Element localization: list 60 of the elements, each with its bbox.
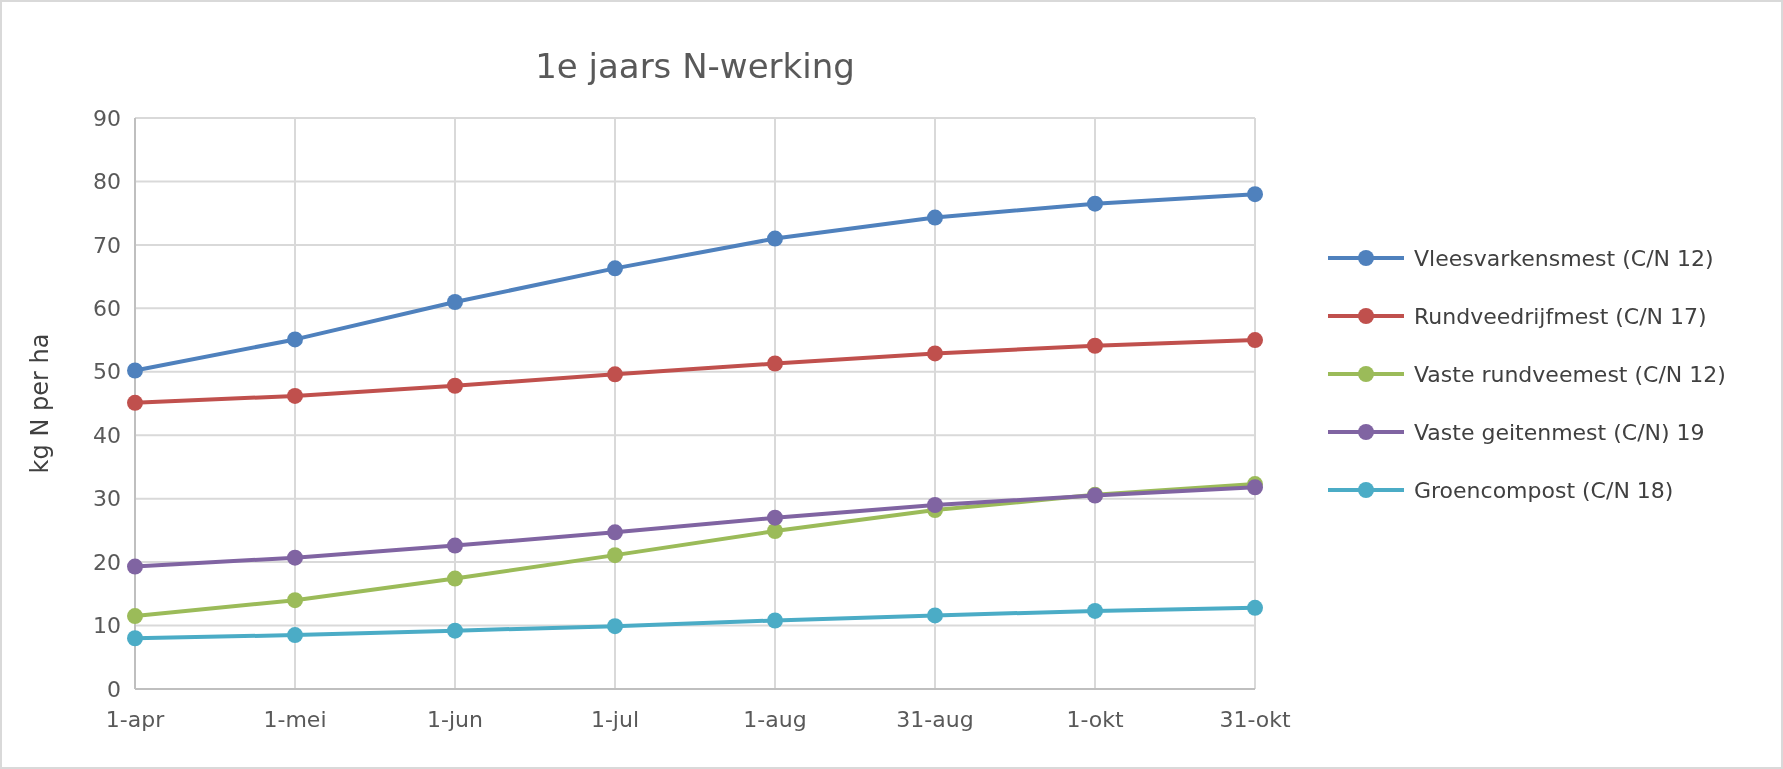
x-tick-label: 1-okt	[1066, 707, 1124, 732]
point	[127, 558, 143, 575]
point	[1087, 195, 1103, 212]
y-axis-title: kg N per ha	[26, 333, 54, 474]
point	[127, 362, 143, 379]
point	[447, 570, 463, 587]
point	[287, 331, 303, 348]
legend-label: Vaste geitenmest (C/N) 19	[1414, 419, 1705, 445]
point	[607, 524, 623, 541]
point	[447, 377, 463, 394]
y-tick-label: 60	[93, 296, 121, 322]
x-tick-label: 1-jul	[590, 707, 640, 732]
x-tick-label: 1-mei	[263, 707, 327, 732]
legend-label: Vaste rundveemest (C/N 12)	[1414, 361, 1726, 387]
y-tick-label: 50	[93, 359, 121, 385]
y-tick-label: 0	[107, 676, 121, 702]
point	[607, 547, 623, 564]
point	[927, 345, 943, 362]
point	[767, 612, 783, 629]
x-tick-label: 31-okt	[1219, 707, 1291, 732]
point	[447, 537, 463, 554]
point	[607, 260, 623, 277]
point	[767, 509, 783, 526]
x-tick-label: 1-apr	[105, 707, 166, 732]
x-tick-label: 1-aug	[743, 707, 807, 732]
chart-title: 1e jaars N-werking	[535, 46, 855, 86]
y-tick-label: 30	[93, 486, 121, 512]
point	[287, 592, 303, 609]
point	[1087, 602, 1103, 619]
point	[607, 618, 623, 635]
x-tick-label: 1-jun	[427, 707, 483, 732]
point	[127, 630, 143, 647]
legend-label: Rundveedrijfmest (C/N 17)	[1414, 303, 1707, 329]
legend-label: Groencompost (C/N 18)	[1414, 477, 1674, 503]
point	[767, 355, 783, 372]
y-tick-label: 70	[93, 232, 121, 258]
y-tick-label: 90	[93, 105, 121, 131]
point	[927, 607, 943, 624]
y-tick-label: 80	[93, 169, 121, 195]
point	[927, 497, 943, 514]
point	[287, 387, 303, 404]
point	[1247, 599, 1263, 616]
point	[1247, 186, 1263, 203]
legend-label: Vleesvarkensmest (C/N 12)	[1414, 245, 1714, 271]
point	[127, 394, 143, 411]
point	[767, 230, 783, 247]
point	[767, 523, 783, 540]
point	[1247, 332, 1263, 349]
x-tick-label: 31-aug	[896, 707, 974, 732]
point	[127, 608, 143, 625]
point	[287, 549, 303, 566]
point	[287, 627, 303, 644]
point	[927, 209, 943, 226]
point	[447, 293, 463, 310]
point	[607, 366, 623, 383]
y-tick-label: 20	[93, 549, 121, 575]
point	[447, 622, 463, 639]
y-tick-label: 40	[93, 422, 121, 448]
y-tick-label: 10	[93, 613, 121, 639]
point	[1087, 337, 1103, 354]
